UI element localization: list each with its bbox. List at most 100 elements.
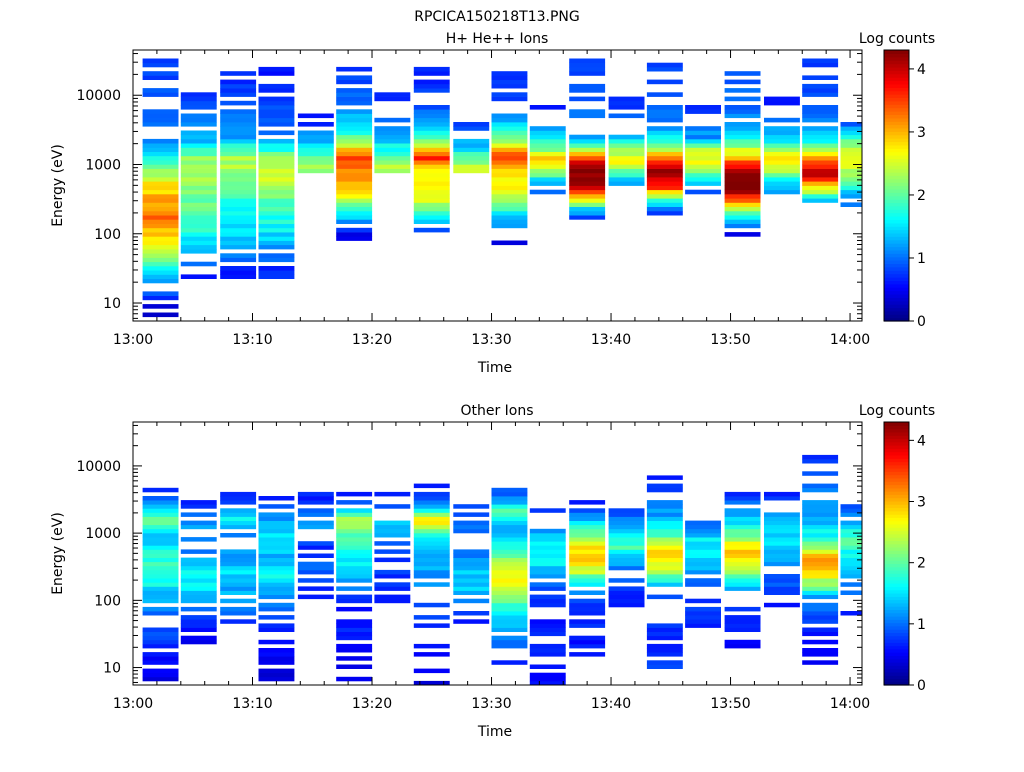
heatmap-cell bbox=[142, 496, 179, 501]
heatmap-cell bbox=[142, 185, 179, 191]
y-tick-label: 10 bbox=[103, 661, 121, 677]
heatmap-cell bbox=[569, 565, 606, 571]
y-axis-label: Energy (eV) bbox=[50, 144, 66, 227]
heatmap-cell bbox=[764, 164, 800, 169]
heatmap-cell bbox=[802, 574, 839, 579]
heatmap-cell bbox=[608, 598, 645, 604]
heatmap-cell bbox=[297, 541, 334, 546]
heatmap-cell bbox=[608, 537, 645, 542]
heatmap-cell bbox=[220, 215, 257, 220]
heatmap-cell bbox=[336, 569, 373, 575]
heatmap-cell bbox=[724, 619, 761, 624]
colorbar-swatch bbox=[884, 655, 909, 660]
heatmap-cell bbox=[180, 181, 217, 186]
colorbar-swatch bbox=[884, 520, 909, 525]
heatmap-cell bbox=[646, 164, 683, 169]
heatmap-cell bbox=[646, 113, 683, 119]
heatmap-cell bbox=[220, 574, 257, 579]
heatmap-cell bbox=[608, 160, 645, 165]
heatmap-cell bbox=[258, 524, 295, 530]
colorbar-swatch bbox=[884, 448, 909, 453]
heatmap-cell bbox=[336, 557, 373, 563]
heatmap-cell bbox=[646, 648, 683, 653]
heatmap-cell bbox=[336, 516, 373, 521]
panels-group: H+ He++ Ions Log counts 13:00 13:10 13:20 13:… bbox=[50, 31, 935, 740]
x-tick-label: 14:00 bbox=[830, 332, 870, 348]
colorbar-swatch bbox=[884, 639, 909, 643]
heatmap-cell bbox=[453, 578, 490, 583]
heatmap-cell bbox=[608, 533, 645, 538]
heatmap-cell bbox=[453, 504, 490, 509]
heatmap-cell bbox=[569, 541, 606, 546]
colorbar-swatch bbox=[884, 599, 909, 604]
heatmap-cell bbox=[142, 58, 179, 64]
heatmap-cell bbox=[180, 582, 217, 587]
heatmap-cell bbox=[840, 574, 862, 579]
heatmap-cell bbox=[802, 578, 839, 583]
heatmap-cell bbox=[802, 553, 839, 558]
heatmap-cell bbox=[142, 504, 179, 509]
heatmap-cell bbox=[646, 189, 683, 195]
heatmap-cell bbox=[569, 639, 606, 645]
heatmap-cell bbox=[142, 122, 179, 127]
heatmap-cell bbox=[529, 138, 566, 144]
heatmap-cell bbox=[569, 549, 606, 554]
heatmap-cell bbox=[608, 508, 645, 513]
colorbar-swatch bbox=[884, 635, 909, 640]
heatmap-cell bbox=[336, 635, 373, 641]
heatmap-cell bbox=[802, 586, 839, 591]
heatmap-cell bbox=[142, 586, 179, 591]
heatmap-cell bbox=[413, 117, 450, 123]
colorbar-swatch bbox=[884, 151, 909, 156]
heatmap-cell bbox=[608, 512, 645, 517]
heatmap-cell bbox=[220, 100, 257, 106]
heatmap-cell bbox=[258, 185, 295, 191]
heatmap-cell bbox=[258, 96, 295, 102]
heatmap-cell bbox=[180, 189, 217, 195]
heatmap-cell bbox=[724, 565, 761, 571]
heatmap-cell bbox=[569, 537, 606, 542]
heatmap-cell bbox=[724, 198, 761, 203]
heatmap-cell bbox=[336, 109, 373, 114]
heatmap-cell bbox=[220, 160, 257, 165]
heatmap-cell bbox=[413, 537, 450, 542]
heatmap-cell bbox=[646, 168, 683, 174]
colorbar-swatch bbox=[884, 121, 909, 126]
heatmap-cell bbox=[764, 134, 800, 140]
heatmap-cell bbox=[258, 528, 295, 534]
heatmap-cell bbox=[142, 198, 179, 203]
heatmap-cell bbox=[529, 143, 566, 148]
heatmap-cell bbox=[258, 553, 295, 558]
heatmap-cell bbox=[413, 483, 450, 489]
heatmap-cell bbox=[297, 545, 334, 550]
heatmap-cell bbox=[802, 611, 839, 616]
heatmap-cell bbox=[220, 130, 257, 136]
heatmap-cell bbox=[685, 537, 721, 542]
heatmap-cell bbox=[297, 594, 334, 600]
heatmap-cell bbox=[646, 504, 683, 509]
heatmap-cell bbox=[569, 508, 606, 513]
heatmap-cell bbox=[764, 155, 800, 161]
heatmap-cell bbox=[646, 210, 683, 216]
heatmap-cell bbox=[685, 619, 721, 624]
heatmap-cell bbox=[453, 138, 490, 144]
colorbar-swatch bbox=[884, 199, 909, 204]
heatmap-cell bbox=[413, 680, 450, 686]
heatmap-cell bbox=[374, 134, 411, 140]
heatmap-cell bbox=[491, 627, 528, 632]
heatmap-cell bbox=[569, 164, 606, 169]
heatmap-cell bbox=[453, 582, 490, 587]
colorbar-swatch bbox=[884, 468, 909, 472]
colorbar-swatch bbox=[884, 678, 909, 683]
heatmap-cell bbox=[180, 194, 217, 199]
colorbar-swatch bbox=[884, 100, 909, 105]
heatmap-cell bbox=[453, 160, 490, 165]
heatmap-cell bbox=[724, 126, 761, 131]
heatmap-cell bbox=[258, 219, 295, 224]
heatmap-cell bbox=[569, 66, 606, 72]
heatmap-cell bbox=[374, 524, 411, 530]
heatmap-cell bbox=[569, 160, 606, 165]
heatmap-cell bbox=[258, 569, 295, 575]
heatmap-cell bbox=[646, 549, 683, 554]
